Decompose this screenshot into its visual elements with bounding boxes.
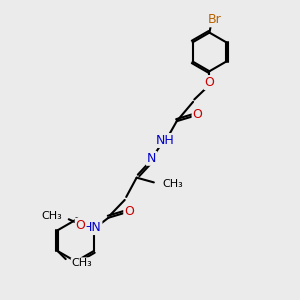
Text: O: O (76, 219, 85, 232)
Text: Br: Br (208, 13, 222, 26)
Text: O: O (205, 76, 214, 89)
Text: HN: HN (83, 221, 101, 234)
Text: O: O (124, 205, 134, 218)
Text: CH₃: CH₃ (162, 178, 183, 189)
Text: N: N (147, 152, 156, 165)
Text: CH₃: CH₃ (72, 258, 92, 268)
Text: CH₃: CH₃ (41, 211, 62, 221)
Text: NH: NH (155, 134, 174, 147)
Text: O: O (193, 108, 202, 121)
